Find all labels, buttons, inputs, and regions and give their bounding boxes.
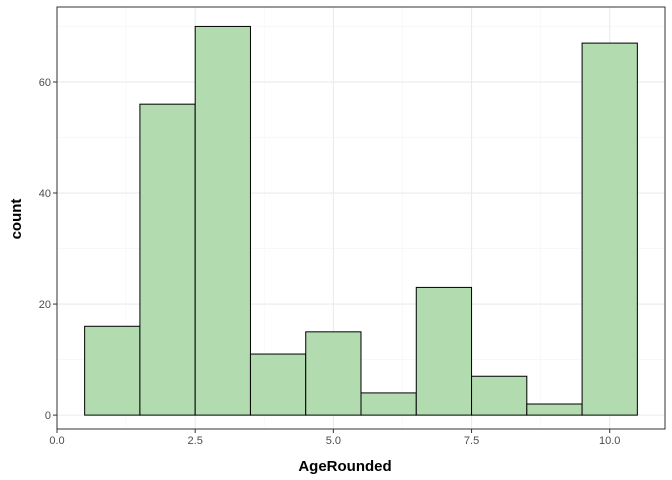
y-tick-label: 60 — [39, 77, 51, 89]
histogram-bar — [581, 42, 638, 416]
histogram-bar — [415, 286, 473, 416]
histogram-bar — [84, 325, 141, 416]
histogram-bar — [305, 331, 362, 416]
y-axis: 0 20 40 60 — [39, 77, 57, 422]
panel-border — [56, 6, 666, 430]
histogram-bar — [471, 375, 528, 416]
x-tick-label: 0.0 — [49, 435, 64, 447]
histogram-bar — [139, 103, 196, 416]
x-axis-title: AgeRounded — [298, 458, 391, 475]
y-axis-title: count — [8, 199, 25, 240]
x-tick-label: 10.0 — [599, 435, 620, 447]
histogram-bar — [360, 392, 417, 416]
histogram-bar — [526, 403, 583, 416]
x-tick-label: 2.5 — [188, 435, 203, 447]
x-tick-label: 7.5 — [464, 435, 479, 447]
y-tick-label: 0 — [45, 410, 51, 422]
x-tick-label: 5.0 — [326, 435, 341, 447]
y-tick-label: 40 — [39, 188, 51, 200]
y-tick-label: 20 — [39, 299, 51, 311]
x-axis: 0.0 2.5 5.0 7.5 10.0 — [49, 429, 620, 447]
bars — [84, 25, 638, 416]
histogram-bar — [249, 353, 307, 416]
histogram-bar — [194, 25, 251, 416]
